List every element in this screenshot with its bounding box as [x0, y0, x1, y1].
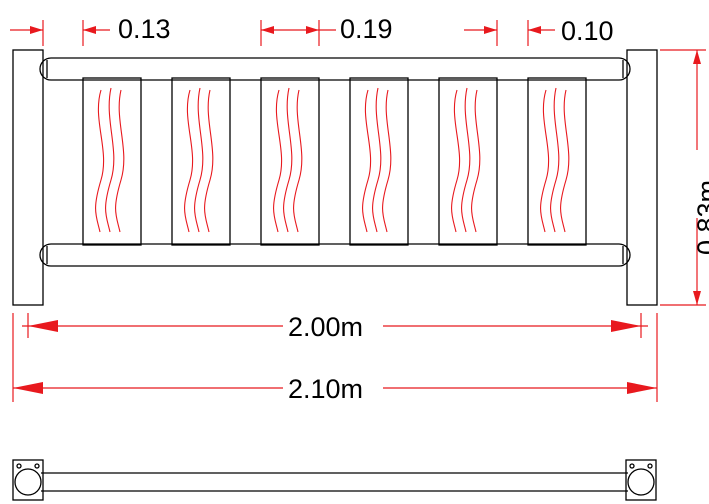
dim-label-0-10: 0.10: [561, 16, 614, 46]
dimension-height: 0.83m: [660, 49, 709, 306]
dim-label-overall-length: 2.10m: [288, 374, 363, 404]
slat: [82, 77, 142, 246]
slat: [171, 77, 231, 246]
dim-label-0-19: 0.19: [340, 14, 393, 44]
dim-label-inner-length: 2.00m: [288, 312, 363, 342]
plan-view: [12, 459, 657, 501]
slat: [260, 77, 320, 246]
slat: [438, 77, 498, 246]
dimension-0-19: 0.19: [260, 14, 393, 46]
bottom-rail: [39, 243, 631, 267]
top-rail: [39, 57, 631, 81]
dimension-inner-length: 2.00m: [22, 312, 648, 342]
slat: [527, 77, 587, 246]
rail-plan: [41, 472, 628, 492]
dim-label-height: 0.83m: [692, 180, 709, 255]
right-post: [626, 49, 658, 306]
dimension-0-13: 0.13: [10, 14, 171, 46]
right-post-plan: [625, 459, 657, 501]
front-elevation: [12, 49, 658, 306]
left-post: [12, 49, 44, 306]
left-post-plan: [12, 459, 44, 501]
dimension-0-10: 0.10: [464, 16, 614, 46]
slat: [349, 77, 409, 246]
dim-label-0-13: 0.13: [118, 14, 171, 44]
dimension-overall-length: 2.10m: [12, 313, 658, 404]
